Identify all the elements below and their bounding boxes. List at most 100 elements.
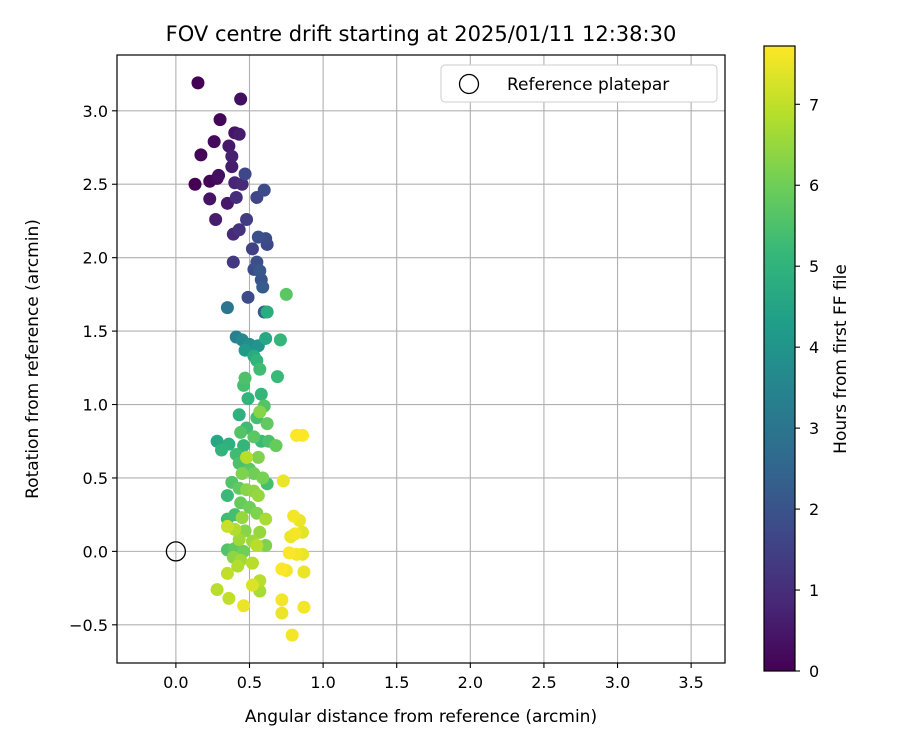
y-tick-label: 2.5	[83, 175, 108, 194]
colorbar-tick-label: 1	[809, 581, 819, 600]
data-point	[240, 212, 254, 226]
colorbar-label: Hours from first FF file	[831, 264, 851, 454]
data-point	[288, 527, 302, 541]
y-tick-label: 1.0	[83, 396, 108, 415]
data-point	[238, 371, 252, 385]
data-point	[232, 533, 246, 547]
data-point	[212, 168, 226, 182]
data-point	[222, 139, 236, 153]
y-tick-label: 0.5	[83, 469, 108, 488]
data-point	[251, 489, 265, 503]
y-axis-label: Rotation from reference (arcmin)	[23, 219, 43, 499]
data-point	[210, 583, 224, 597]
legend: Reference platepar	[440, 64, 718, 103]
data-point	[237, 439, 251, 453]
data-point	[194, 148, 208, 162]
data-point	[253, 405, 267, 419]
data-point	[253, 362, 267, 376]
colorbar-gradient	[763, 45, 796, 672]
data-point	[229, 190, 243, 204]
chart-title: FOV centre drift starting at 2025/01/11 …	[166, 22, 677, 46]
legend-box	[440, 64, 718, 103]
data-point	[295, 428, 309, 442]
data-point	[234, 92, 248, 106]
x-tick-label: 3.5	[678, 673, 703, 692]
data-point	[259, 331, 273, 345]
data-point	[275, 562, 289, 576]
data-point	[245, 578, 259, 592]
data-point	[297, 565, 311, 579]
data-point	[232, 127, 246, 141]
data-point	[275, 606, 289, 620]
data-point	[220, 301, 234, 315]
data-point	[232, 408, 246, 422]
grid	[117, 55, 725, 663]
x-tick-label: 1.5	[384, 673, 409, 692]
data-point	[220, 489, 234, 503]
data-point	[207, 135, 221, 149]
data-point	[250, 539, 264, 553]
colorbar-ticks: 0 1 2 3 4 5 6 7	[795, 95, 819, 681]
data-point	[279, 287, 293, 301]
data-point	[251, 230, 265, 244]
data-point	[256, 280, 270, 294]
data-point	[225, 160, 239, 174]
data-point	[253, 525, 267, 539]
colorbar: 0 1 2 3 4 5 6 7 Hours from first FF file	[763, 45, 851, 681]
data-point	[287, 509, 301, 523]
data-point	[297, 600, 311, 614]
legend-marker	[458, 73, 480, 95]
data-point	[245, 242, 259, 256]
data-point	[256, 471, 270, 485]
data-point	[188, 177, 202, 191]
data-point	[235, 467, 249, 481]
data-point	[215, 443, 229, 457]
data-point	[209, 212, 223, 226]
x-tick-label: 0.0	[163, 673, 188, 692]
data-point	[254, 387, 268, 401]
reference-platepar-marker	[165, 541, 187, 562]
data-point	[220, 566, 234, 580]
y-tick-label: 3.0	[83, 102, 108, 121]
x-tick-label: 2.5	[531, 673, 556, 692]
data-point	[245, 556, 259, 570]
y-tick-label: 1.5	[83, 322, 108, 341]
data-point	[232, 223, 246, 237]
data-point	[234, 425, 248, 439]
x-axis-ticks: 0.0 0.5 1.0 1.5 2.0 2.5 3.0 3.5	[163, 663, 704, 692]
data-point	[269, 439, 283, 453]
data-point	[237, 599, 251, 613]
legend-label: Reference platepar	[507, 75, 669, 95]
data-point	[222, 591, 236, 605]
colorbar-tick-label: 5	[809, 257, 819, 276]
reference-marker	[165, 541, 187, 562]
data-point	[225, 149, 239, 163]
y-tick-label: −0.5	[69, 616, 108, 635]
data-point	[260, 417, 274, 431]
data-point	[231, 559, 245, 573]
colorbar-tick-label: 0	[809, 662, 819, 681]
data-point	[240, 450, 254, 464]
data-point	[203, 192, 217, 206]
plot-frame	[116, 54, 726, 664]
data-point	[275, 593, 289, 607]
y-tick-label: 2.0	[83, 249, 108, 268]
data-point	[251, 450, 265, 464]
data-point	[226, 255, 240, 269]
data-point	[282, 546, 296, 560]
x-tick-label: 0.5	[237, 673, 262, 692]
colorbar-tick-label: 3	[809, 419, 819, 438]
data-point	[213, 113, 227, 127]
colorbar-tick-label: 4	[809, 338, 819, 357]
data-point	[235, 177, 249, 191]
data-point	[253, 264, 267, 278]
data-point	[220, 519, 234, 533]
colorbar-tick-label: 7	[809, 95, 819, 114]
data-point	[273, 333, 287, 347]
data-point	[247, 430, 261, 444]
data-point	[235, 511, 249, 525]
data-point	[241, 290, 255, 304]
data-point	[285, 628, 299, 642]
data-point	[257, 183, 271, 197]
